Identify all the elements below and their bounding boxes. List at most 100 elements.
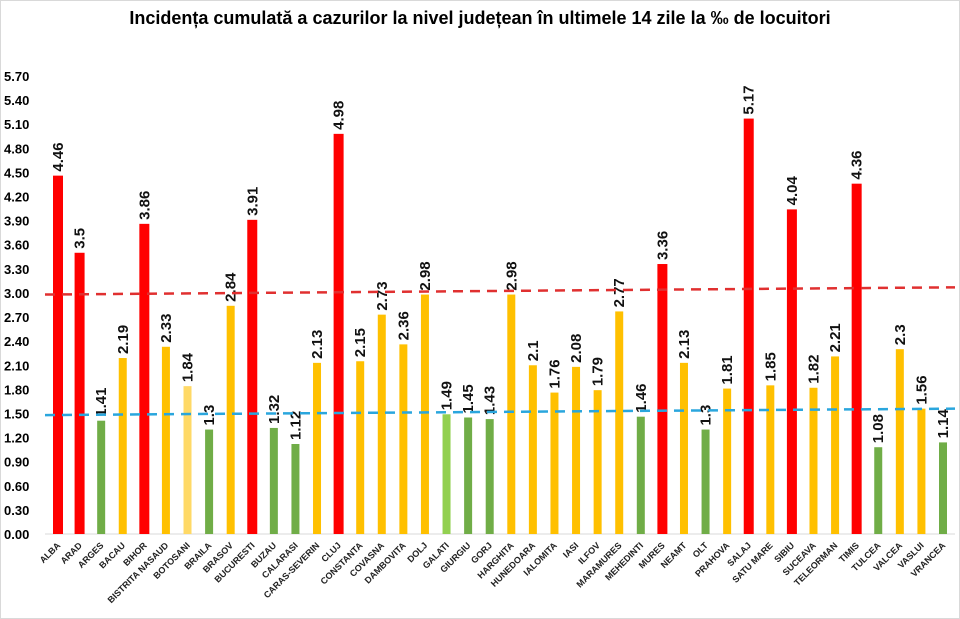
bar-vrancea: [939, 442, 947, 534]
data-label: 1.84: [180, 352, 197, 382]
bar-covasna: [377, 314, 386, 534]
data-label: 3.36: [654, 231, 671, 260]
bar-botosani: [183, 386, 192, 534]
data-label: 3.5: [72, 228, 89, 249]
bar-dolj: [420, 294, 429, 534]
y-tick-label: 4.20: [4, 190, 29, 205]
y-tick-label: 0.60: [4, 479, 29, 494]
bar-harghita: [507, 294, 516, 534]
y-tick-label: 1.50: [4, 406, 29, 421]
bar-alba: [53, 175, 63, 535]
bar-bihor: [139, 223, 150, 534]
data-label: 2.13: [309, 330, 326, 359]
y-tick-label: 3.30: [4, 262, 29, 277]
data-label: 2.36: [395, 311, 412, 340]
bar-brasov: [226, 305, 235, 534]
bar-buzau: [269, 427, 278, 534]
y-tick-label: 1.20: [4, 431, 29, 446]
bar-maramures: [615, 311, 624, 534]
data-label: 2.13: [676, 330, 693, 359]
data-label: 2.15: [352, 328, 369, 357]
bar-prahova: [723, 388, 732, 534]
data-label: 1.45: [460, 384, 477, 413]
y-tick-label: 0.30: [4, 503, 29, 518]
y-tick-label: 0.90: [4, 455, 29, 470]
bar-ialomita: [550, 392, 559, 534]
bar-bistrita-nasaud: [161, 346, 170, 534]
bar-bacau: [118, 358, 127, 534]
y-tick-label: 3.90: [4, 214, 29, 229]
data-label: 1.79: [590, 357, 607, 386]
bar-giurgiu: [464, 417, 473, 534]
data-label: 1.12: [287, 411, 304, 440]
bar-arad: [74, 252, 85, 535]
data-label: 2.1: [525, 340, 542, 361]
y-tick-label: 2.40: [4, 334, 29, 349]
data-label: 1.76: [546, 359, 563, 388]
bar-iasi: [572, 366, 581, 534]
bar-gorj: [485, 419, 494, 534]
y-tick-label: 4.80: [4, 141, 29, 156]
data-label: 4.98: [331, 101, 348, 130]
data-label: 3.86: [136, 191, 153, 220]
data-label: 4.46: [50, 142, 67, 171]
bar-braila: [205, 429, 214, 534]
bar-mures: [657, 264, 668, 534]
data-label: 1.32: [266, 395, 283, 424]
data-label: 2.08: [568, 334, 585, 363]
bar-constanta: [356, 361, 365, 534]
data-label: 4.36: [849, 150, 866, 179]
data-label: 2.73: [374, 281, 391, 310]
data-label: 3.91: [244, 187, 261, 216]
bar-bucuresti: [247, 219, 258, 534]
data-label: 1.46: [633, 383, 650, 412]
bar-galati: [442, 414, 451, 534]
bar-suceava: [809, 387, 818, 534]
data-label: 5.17: [741, 85, 758, 114]
y-tick-label: 3.00: [4, 286, 29, 301]
y-tick-label: 5.10: [4, 117, 29, 132]
data-label: 2.33: [158, 314, 175, 343]
bar-olt: [701, 429, 710, 534]
bar-sibiu: [786, 209, 797, 535]
data-label: 1.41: [93, 388, 110, 417]
reference-line: [44, 286, 956, 296]
x-tick-label: ALBA: [38, 540, 63, 565]
data-label: 2.77: [611, 278, 628, 307]
y-tick-label: 2.10: [4, 358, 29, 373]
bar-arges: [97, 420, 106, 534]
y-tick-label: 2.70: [4, 310, 29, 325]
y-tick-label: 1.80: [4, 382, 29, 397]
bar-dambovita: [399, 344, 408, 534]
reference-line: [44, 407, 956, 417]
bar-ilfov: [593, 390, 602, 534]
bar-teleorman: [831, 356, 840, 534]
y-tick-label: 5.70: [4, 69, 29, 84]
data-label: 1.85: [762, 352, 779, 381]
bar-timis: [851, 183, 862, 535]
data-label: 2.98: [417, 261, 434, 290]
data-label: 2.19: [115, 325, 132, 354]
data-label: 1.81: [719, 355, 736, 384]
chart-title: Incidența cumulată a cazurilor la nivel …: [129, 8, 831, 28]
bar-valcea: [895, 349, 904, 534]
bar-cluj: [333, 133, 344, 534]
bar-mehedinti: [636, 416, 645, 534]
bar-satu-mare: [766, 385, 775, 534]
data-label: 2.3: [892, 324, 909, 345]
data-label: 1.82: [805, 355, 822, 384]
y-tick-label: 5.40: [4, 93, 29, 108]
data-label: 1.43: [482, 386, 499, 415]
data-label: 1.08: [870, 414, 887, 443]
data-label: 2.21: [827, 323, 844, 352]
data-label: 1.56: [913, 375, 930, 404]
y-tick-label: 4.50: [4, 165, 29, 180]
y-tick-label: 3.60: [4, 238, 29, 253]
data-label: 2.84: [223, 272, 240, 302]
bar-neamt: [679, 362, 688, 534]
y-tick-label: 0.00: [4, 527, 29, 542]
bar-calarasi: [291, 444, 300, 534]
data-label: 1.3: [698, 405, 715, 426]
data-label: 1.49: [439, 381, 456, 410]
